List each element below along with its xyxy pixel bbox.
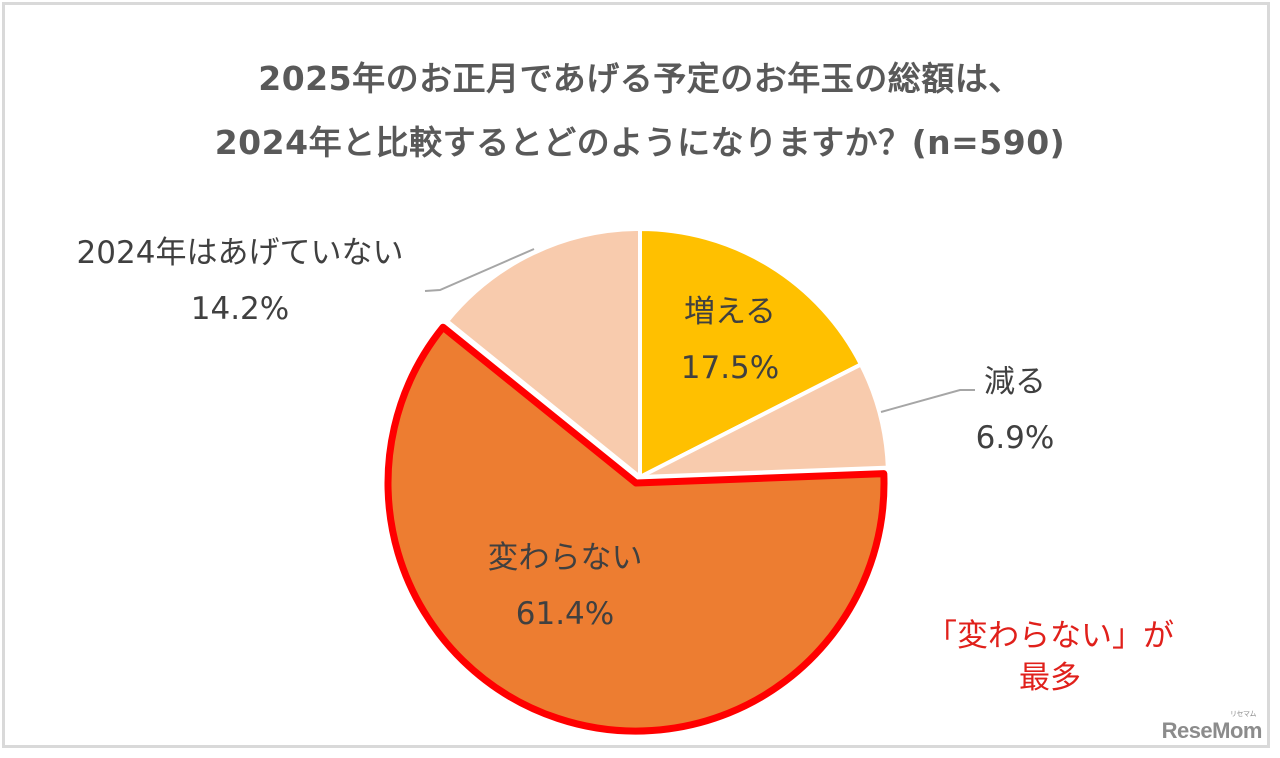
- resemom-logo: ReseMom リセマム: [1161, 711, 1263, 744]
- label-decrease-name: 減る: [984, 364, 1046, 400]
- label-unchanged-name: 変わらない: [487, 540, 643, 576]
- label-did-not-give-pct: 14.2%: [190, 291, 290, 327]
- logo-text: ReseMom: [1161, 718, 1263, 743]
- slice-increase: [638, 227, 863, 479]
- annotation-line-1: 「変わらない」が: [926, 618, 1174, 654]
- leader-line-did-not-give: [424, 248, 535, 292]
- label-decrease-pct: 6.9%: [975, 420, 1055, 456]
- label-did-not-give-name: 2024年はあげていない: [76, 235, 404, 271]
- chart-title-line-1: 2025年のお正月であげる予定のお年玉の総額は、: [258, 59, 1022, 98]
- leader-line-decrease: [880, 389, 975, 413]
- label-increase-name: 増える: [683, 294, 777, 330]
- label-increase-pct: 17.5%: [680, 350, 780, 386]
- slice-unchanged: [384, 323, 888, 735]
- slice-decrease: [638, 362, 890, 479]
- label-unchanged-pct: 61.4%: [515, 596, 615, 632]
- annotation-line-2: 最多: [1019, 660, 1081, 696]
- chart-title-line-2: 2024年と比較するとどのようになりますか？(n=590): [214, 123, 1066, 162]
- slice-did-not-give-2024: [445, 227, 642, 479]
- logo-ruby: リセマム: [1230, 711, 1257, 718]
